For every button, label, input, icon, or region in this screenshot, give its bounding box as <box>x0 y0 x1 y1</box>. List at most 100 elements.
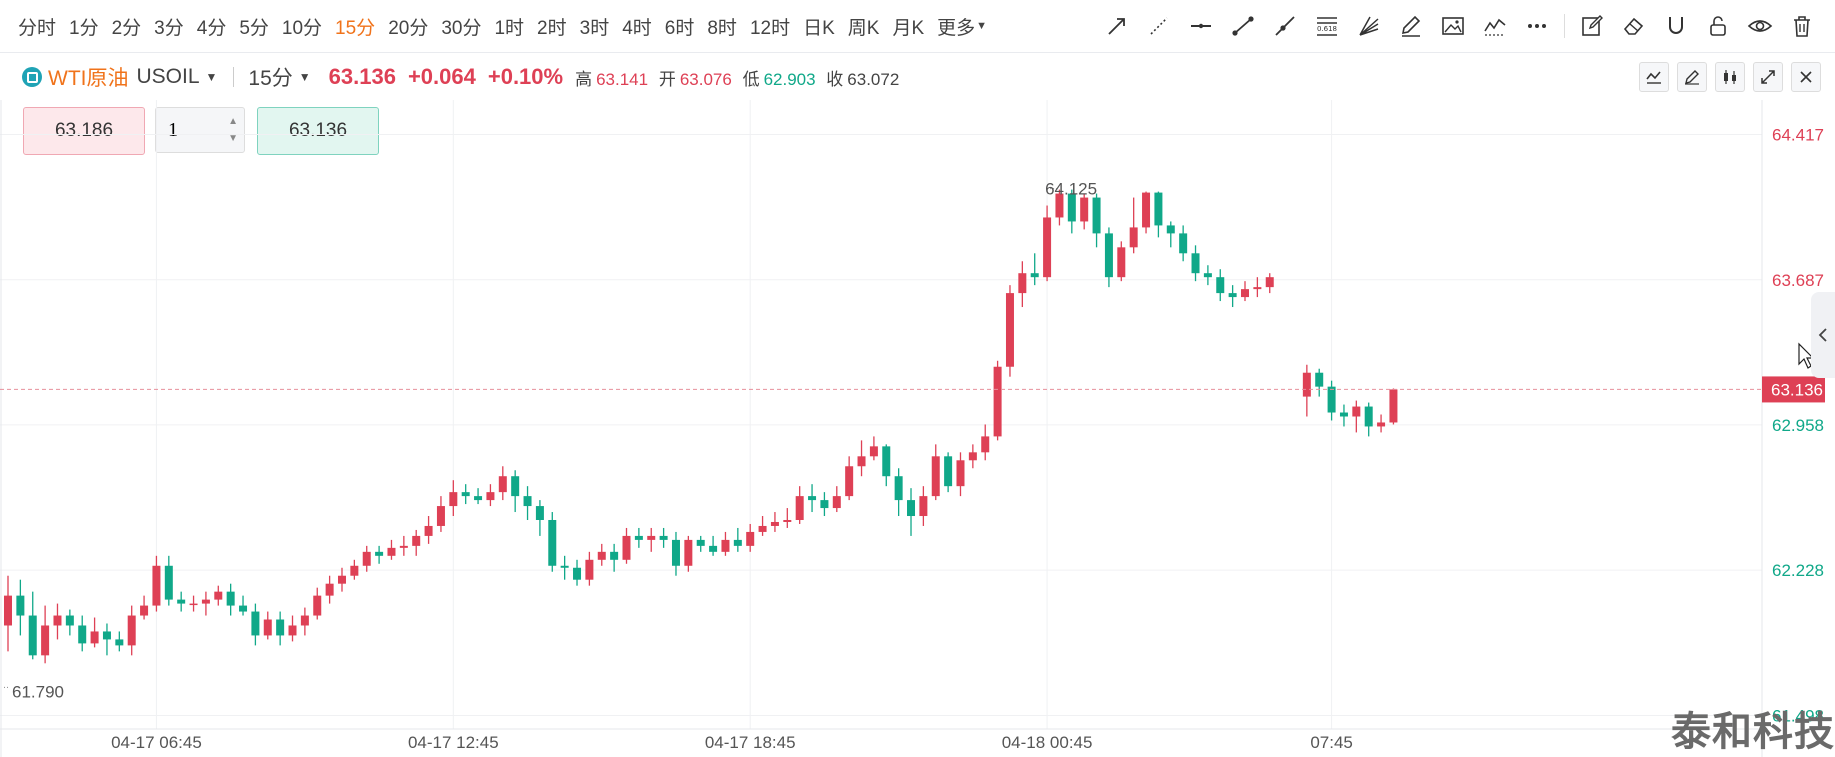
candle-body[interactable] <box>1228 293 1237 298</box>
candle-body[interactable] <box>239 605 248 612</box>
period-8[interactable]: 20分 <box>388 17 429 39</box>
fibonacci-tool[interactable]: 0.618 <box>1312 11 1342 41</box>
candle-body[interactable] <box>387 547 396 556</box>
candle-body[interactable] <box>115 639 124 646</box>
candle-body[interactable] <box>832 496 841 509</box>
draw-button[interactable] <box>1677 62 1707 92</box>
candle-body[interactable] <box>424 525 433 536</box>
segment-tool[interactable] <box>1228 11 1258 41</box>
eye-tool[interactable] <box>1745 11 1775 41</box>
candle-body[interactable] <box>276 619 285 636</box>
candle-body[interactable] <box>1352 406 1361 417</box>
candle-body[interactable] <box>647 535 656 540</box>
candle-body[interactable] <box>1067 193 1076 222</box>
candle-body[interactable] <box>177 599 186 604</box>
candle-body[interactable] <box>449 492 458 507</box>
candle-body[interactable] <box>4 595 12 626</box>
candle-body[interactable] <box>288 625 297 636</box>
symbol-name[interactable]: WTI原油 <box>48 67 129 90</box>
period-15[interactable]: 8时 <box>707 17 737 39</box>
candle-body[interactable] <box>1080 197 1089 222</box>
candle-body[interactable] <box>684 539 693 566</box>
candle-body[interactable] <box>548 519 557 566</box>
candle-body[interactable] <box>412 535 421 546</box>
period-19[interactable]: 月K <box>892 17 925 39</box>
candle-body[interactable] <box>981 436 990 453</box>
candle-body[interactable] <box>1339 412 1348 417</box>
candle-body[interactable] <box>1302 372 1311 397</box>
candle-body[interactable] <box>1179 233 1188 254</box>
candle-body[interactable] <box>474 496 483 501</box>
candle-body[interactable] <box>350 565 359 576</box>
candle-body[interactable] <box>1166 225 1175 234</box>
quantity-input[interactable] <box>156 108 230 152</box>
candle-body[interactable] <box>362 551 371 566</box>
sell-price-button[interactable]: 63.186 <box>23 107 145 155</box>
candle-body[interactable] <box>1389 389 1398 423</box>
candle-body[interactable] <box>251 611 260 636</box>
candle-body[interactable] <box>968 452 977 461</box>
candle-body[interactable] <box>746 531 755 546</box>
candle-body[interactable] <box>869 446 878 457</box>
candle-body[interactable] <box>709 545 718 552</box>
candle-body[interactable] <box>1005 293 1014 367</box>
candle-body[interactable] <box>1055 193 1064 218</box>
candle-body[interactable] <box>16 595 25 616</box>
candle-body[interactable] <box>820 500 829 509</box>
candle-body[interactable] <box>41 625 50 656</box>
candle-body[interactable] <box>1092 197 1101 234</box>
period-12[interactable]: 3时 <box>579 17 610 39</box>
candle-body[interactable] <box>944 456 953 487</box>
candle-body[interactable] <box>214 591 223 600</box>
period-1[interactable]: 1分 <box>69 17 99 39</box>
period-16[interactable]: 12时 <box>749 17 791 39</box>
trash-tool[interactable] <box>1787 11 1817 41</box>
eraser-tool[interactable] <box>1619 11 1649 41</box>
chart-type-button[interactable] <box>1715 62 1745 92</box>
candle-body[interactable] <box>1253 287 1262 290</box>
candle-body[interactable] <box>1203 273 1212 278</box>
candle-body[interactable] <box>511 476 520 497</box>
candle-body[interactable] <box>1265 277 1274 288</box>
candle-body[interactable] <box>956 460 965 487</box>
candle-body[interactable] <box>907 500 916 517</box>
arrow-line-tool[interactable] <box>1102 11 1132 41</box>
period-14[interactable]: 6时 <box>664 17 695 39</box>
candle-body[interactable] <box>523 496 532 507</box>
candle-body[interactable] <box>1216 277 1225 294</box>
period-5[interactable]: 5分 <box>239 17 269 39</box>
candle-body[interactable] <box>671 539 680 566</box>
candle-body[interactable] <box>1191 253 1200 274</box>
candle-body[interactable] <box>845 466 854 497</box>
fullscreen-button[interactable] <box>1753 62 1783 92</box>
candle-body[interactable] <box>263 619 272 636</box>
candle-body[interactable] <box>610 551 619 560</box>
candle-body[interactable] <box>597 551 606 560</box>
more-periods-button[interactable]: 更多 <box>937 17 976 39</box>
candle-body[interactable] <box>634 535 643 540</box>
candle-body[interactable] <box>1377 422 1386 427</box>
dashed-line-tool[interactable] <box>1144 11 1174 41</box>
candle-body[interactable] <box>78 625 87 644</box>
quantity-stepper[interactable]: ▲ ▼ <box>155 107 245 153</box>
candle-body[interactable] <box>399 545 408 548</box>
candle-body[interactable] <box>1129 227 1138 248</box>
candle-body[interactable] <box>1018 273 1027 294</box>
candle-body[interactable] <box>1315 372 1324 387</box>
period-11[interactable]: 2时 <box>537 17 567 39</box>
candle-body[interactable] <box>164 565 173 600</box>
candle-body[interactable] <box>931 456 940 497</box>
fan-tool[interactable] <box>1354 11 1384 41</box>
candle-body[interactable] <box>201 599 210 604</box>
candle-body[interactable] <box>894 476 903 501</box>
period-13[interactable]: 4时 <box>622 17 652 39</box>
candle-body[interactable] <box>919 496 928 517</box>
symbol-dropdown-caret-icon[interactable]: ▼ <box>205 70 218 84</box>
horizontal-line-tool[interactable] <box>1186 11 1216 41</box>
candle-body[interactable] <box>857 456 866 467</box>
candle-body[interactable] <box>90 631 99 644</box>
note-tool[interactable] <box>1577 11 1607 41</box>
period-3[interactable]: 3分 <box>154 17 184 39</box>
candle-body[interactable] <box>535 506 544 520</box>
candle-body[interactable] <box>140 605 149 616</box>
